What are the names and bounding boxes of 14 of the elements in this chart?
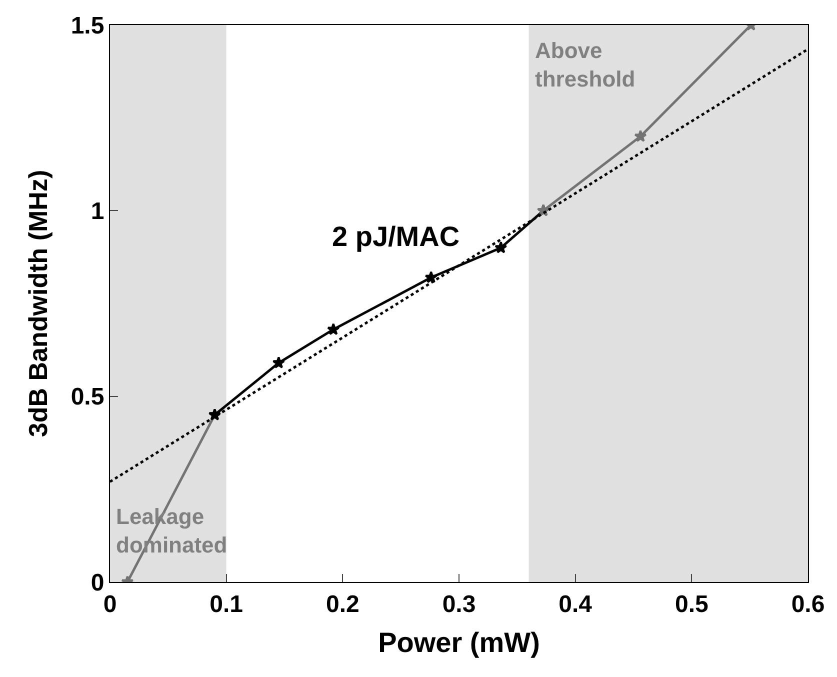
- y-tick-label: 0.5: [70, 384, 104, 411]
- x-tick-label: 0.2: [326, 590, 360, 618]
- x-tick-label: 0.5: [674, 590, 708, 618]
- y-axis-title: 3dB Bandwidth (MHz): [23, 170, 54, 438]
- x-tick-label: 0.6: [791, 590, 825, 618]
- x-tick-label: 0.1: [210, 590, 244, 618]
- annotation: 2 pJ/MAC: [332, 221, 460, 252]
- y-tick-label: 1.5: [70, 12, 104, 40]
- x-axis-title: Power (mW): [378, 626, 540, 658]
- y-tick-label: 0: [90, 569, 104, 596]
- y-tick-label: 1: [90, 198, 104, 226]
- x-tick-label: 0.3: [442, 590, 476, 618]
- band-label: Above threshold: [535, 38, 636, 92]
- x-tick-label: 0.4: [558, 590, 593, 618]
